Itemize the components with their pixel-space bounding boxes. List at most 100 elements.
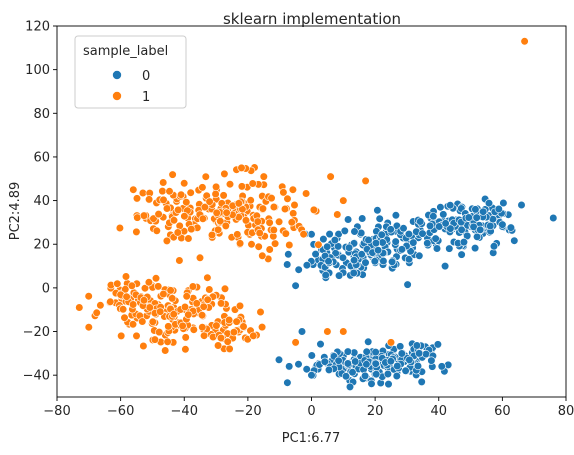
- data-point-label-1: [189, 283, 197, 291]
- data-point-label-1: [315, 241, 323, 249]
- x-tick-label: 0: [307, 404, 315, 419]
- data-point-label-1: [107, 298, 115, 306]
- data-point-label-0: [473, 214, 481, 222]
- data-point-label-1: [214, 342, 222, 350]
- data-point-label-1: [130, 186, 138, 194]
- data-point-label-1: [238, 183, 246, 191]
- data-point-label-1: [114, 280, 122, 288]
- data-point-label-1: [255, 243, 263, 251]
- data-point-label-0: [415, 350, 423, 358]
- data-point-label-0: [511, 237, 519, 245]
- legend-marker-1: [113, 92, 122, 101]
- data-point-label-0: [413, 342, 421, 350]
- data-point-label-0: [487, 222, 495, 230]
- data-point-label-1: [155, 328, 163, 336]
- data-point-label-1: [139, 189, 147, 197]
- data-point-label-0: [499, 221, 507, 229]
- data-point-label-0: [419, 230, 427, 238]
- data-point-label-0: [372, 239, 380, 247]
- data-point-label-0: [458, 226, 466, 234]
- data-point-label-1: [163, 237, 171, 245]
- data-point-label-1: [159, 179, 167, 187]
- data-point-label-1: [327, 173, 335, 181]
- data-point-label-0: [349, 369, 357, 377]
- data-point-label-1: [145, 196, 153, 204]
- data-point-label-0: [424, 239, 432, 247]
- data-point-label-0: [438, 363, 446, 371]
- data-point-label-1: [199, 215, 207, 223]
- data-point-label-0: [441, 262, 449, 270]
- data-point-label-0: [284, 379, 292, 387]
- data-point-label-1: [119, 306, 127, 314]
- data-point-label-1: [168, 295, 176, 303]
- data-point-label-1: [177, 191, 185, 199]
- data-point-label-1: [270, 226, 278, 234]
- data-point-label-1: [140, 342, 148, 350]
- data-point-label-1: [128, 282, 136, 290]
- legend-title: sample_label: [83, 44, 168, 59]
- data-point-label-0: [440, 211, 448, 219]
- data-point-label-1: [257, 308, 265, 316]
- data-point-label-0: [295, 266, 303, 274]
- data-point-label-0: [518, 201, 526, 209]
- data-point-label-1: [165, 323, 173, 331]
- data-point-label-1: [289, 186, 297, 194]
- data-point-label-1: [221, 285, 229, 293]
- y-tick-label: −40: [23, 369, 50, 384]
- data-point-label-0: [376, 215, 384, 223]
- data-point-label-0: [442, 220, 450, 228]
- data-point-label-1: [185, 235, 193, 243]
- data-point-label-0: [398, 350, 406, 358]
- data-point-label-1: [156, 308, 164, 316]
- data-point-label-1: [164, 338, 172, 346]
- data-point-label-0: [446, 245, 454, 253]
- data-point-label-1: [188, 225, 196, 233]
- data-point-label-0: [394, 362, 402, 370]
- data-point-label-0: [339, 254, 347, 262]
- data-point-label-1: [259, 205, 267, 213]
- data-point-label-1: [226, 345, 234, 353]
- data-point-label-1: [292, 339, 300, 347]
- data-point-label-0: [346, 383, 354, 391]
- data-point-label-0: [298, 328, 306, 336]
- data-point-label-0: [402, 367, 410, 375]
- data-point-label-1: [181, 212, 189, 220]
- y-tick-label: 40: [33, 194, 50, 209]
- data-point-label-1: [280, 189, 288, 197]
- data-point-label-0: [406, 356, 414, 364]
- data-point-label-1: [266, 219, 274, 227]
- data-point-label-0: [325, 366, 333, 374]
- data-point-label-0: [378, 231, 386, 239]
- data-point-label-1: [176, 257, 184, 265]
- data-point-label-1: [160, 196, 168, 204]
- x-axis-ticks: −80 −60 −40 −20 0 20 40 60 80: [43, 397, 574, 419]
- data-point-label-1: [259, 252, 267, 260]
- data-point-label-0: [437, 203, 445, 211]
- data-point-label-0: [465, 214, 473, 222]
- data-point-label-0: [473, 233, 481, 241]
- data-point-label-0: [292, 282, 300, 290]
- data-point-label-0: [368, 380, 376, 388]
- data-point-label-1: [234, 231, 242, 239]
- data-point-label-0: [344, 216, 352, 224]
- x-tick-label: 40: [430, 404, 447, 419]
- data-point-label-1: [204, 296, 212, 304]
- data-point-label-1: [122, 273, 130, 281]
- data-point-label-1: [155, 210, 163, 218]
- data-point-label-1: [206, 286, 214, 294]
- data-point-label-1: [116, 224, 124, 232]
- data-point-label-1: [302, 190, 310, 198]
- data-point-label-1: [93, 309, 101, 317]
- data-point-label-0: [361, 372, 369, 380]
- data-point-label-1: [121, 314, 129, 322]
- data-point-label-0: [432, 235, 440, 243]
- x-tick-label: 20: [367, 404, 384, 419]
- data-point-label-0: [430, 213, 438, 221]
- data-point-label-1: [199, 184, 207, 192]
- data-point-label-0: [308, 371, 316, 379]
- data-point-label-0: [372, 360, 380, 368]
- data-point-label-1: [242, 217, 250, 225]
- data-point-label-0: [321, 358, 329, 366]
- data-point-label-1: [387, 339, 395, 347]
- data-point-label-0: [410, 239, 418, 247]
